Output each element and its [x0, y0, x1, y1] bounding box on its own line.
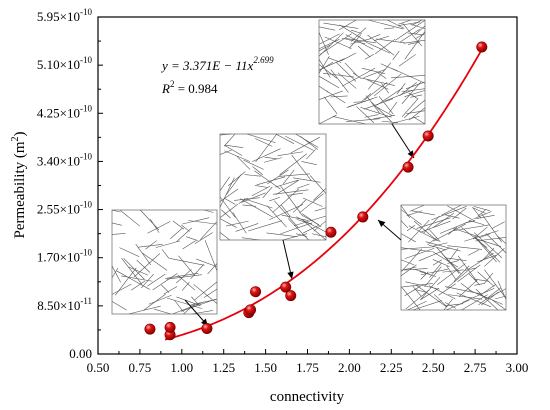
x-tick-label: 3.00 — [506, 360, 529, 375]
y-tick-label: 0.00 — [69, 346, 92, 361]
data-point-10 — [325, 226, 337, 238]
y-tick-label: 5.95×10-10 — [37, 7, 93, 24]
network-inset-4 — [400, 204, 507, 311]
data-point-14 — [476, 41, 488, 53]
y-axis-ticks: 0.00 8.50×10-11 1.70×10-10 2.55×10-10 3.40×1… — [37, 7, 103, 361]
network-inset-3 — [318, 19, 426, 125]
data-point-12 — [402, 161, 414, 173]
data-point-6 — [245, 304, 257, 316]
x-tick-label: 1.75 — [296, 360, 319, 375]
network-inset-1 — [111, 209, 218, 315]
data-point-13 — [422, 130, 434, 142]
y-tick-label: 2.55×10-10 — [37, 200, 93, 217]
arrow-2 — [282, 239, 294, 280]
y-tick-label: 8.50×10-11 — [37, 296, 92, 313]
data-point-1 — [144, 323, 156, 335]
x-tick-label: 0.75 — [129, 360, 152, 375]
x-tick-label: 1.50 — [254, 360, 277, 375]
r-squared: R2 = 0.984 — [161, 79, 218, 96]
x-tick-label: 0.50 — [87, 360, 110, 375]
data-point-8 — [280, 281, 292, 293]
x-axis-ticks: 0.50 0.75 1.00 1.25 1.50 1.75 2.00 2.25 2.50 2.75… — [87, 349, 529, 375]
x-tick-label: 2.00 — [338, 360, 361, 375]
x-tick-label: 2.25 — [380, 360, 403, 375]
data-point-7 — [250, 286, 262, 298]
x-tick-label: 2.50 — [422, 360, 445, 375]
y-axis-title: Permeability (m2) — [10, 131, 28, 238]
y-tick-label: 4.25×10-10 — [37, 103, 93, 120]
fit-equation: y = 3.371E − 11x2.699 — [160, 55, 274, 73]
arrow-group — [184, 123, 415, 327]
x-tick-label: 1.00 — [170, 360, 193, 375]
network-inset-group — [111, 19, 507, 315]
network-inset-2 — [219, 133, 327, 241]
data-point-3 — [164, 321, 176, 333]
x-axis-title: connectivity — [270, 389, 345, 405]
y-tick-label: 3.40×10-10 — [37, 151, 93, 168]
y-tick-label: 5.10×10-10 — [37, 55, 93, 72]
data-point-11 — [357, 211, 369, 223]
x-tick-label: 1.25 — [212, 360, 235, 375]
x-tick-label: 2.75 — [464, 360, 487, 375]
data-points — [144, 41, 488, 341]
data-point-4 — [201, 323, 213, 335]
arrow-4 — [377, 219, 402, 241]
y-tick-label: 1.70×10-10 — [37, 248, 93, 265]
data-point-9 — [285, 290, 297, 302]
